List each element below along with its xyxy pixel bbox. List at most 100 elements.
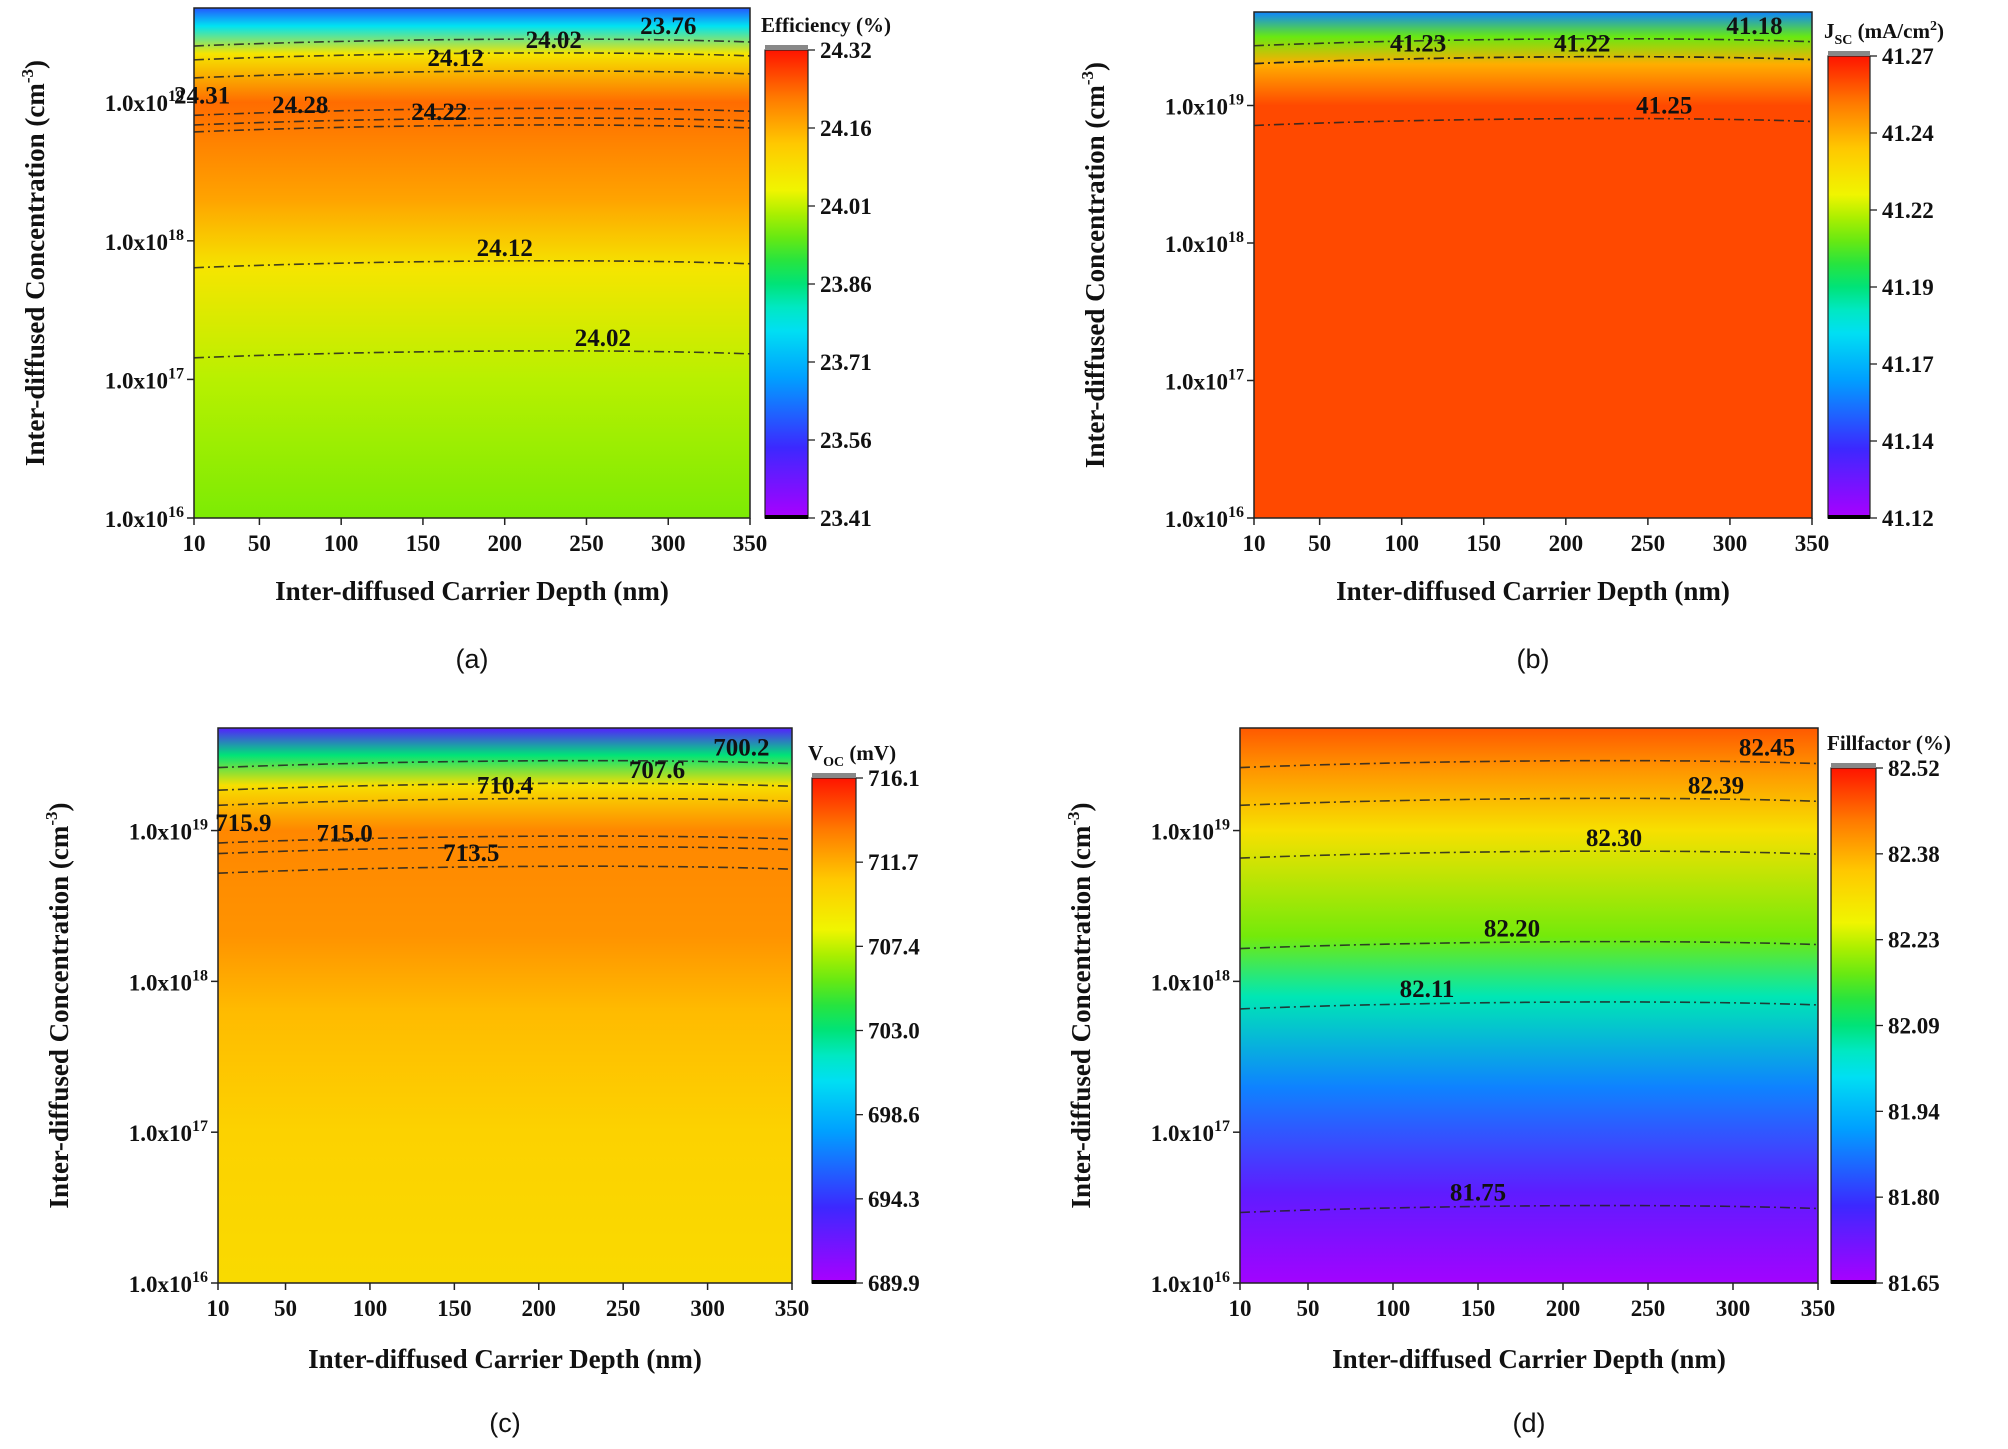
x-tick-label: 100 bbox=[1376, 1296, 1411, 1321]
panel-a: 23.76 24.02 24.12 24.31 24.28 24.22 24.12 24.02… bbox=[18, 7, 891, 674]
x-tick-label: 350 bbox=[1795, 531, 1830, 556]
x-tick-label: 10 bbox=[1229, 1296, 1252, 1321]
x-tick-label: 200 bbox=[522, 1296, 557, 1321]
panel-label: (c) bbox=[489, 1408, 520, 1438]
colorbar-tick-label: 24.16 bbox=[820, 116, 872, 141]
contour-label: 707.6 bbox=[629, 757, 685, 784]
x-tick-label: 10 bbox=[183, 531, 206, 556]
plot-frame bbox=[1239, 727, 1819, 1284]
colorbar-tick-label: 81.94 bbox=[1888, 1099, 1940, 1124]
contour-label: 41.23 bbox=[1390, 31, 1446, 58]
x-tick-label: 100 bbox=[1384, 531, 1419, 556]
contour-label: 24.12 bbox=[477, 235, 533, 262]
contour-line bbox=[1239, 1204, 1819, 1214]
plot-frame bbox=[1253, 11, 1813, 519]
x-tick-label: 10 bbox=[207, 1296, 230, 1321]
colorbar-top-cap bbox=[765, 45, 808, 50]
colorbar bbox=[811, 777, 857, 1284]
x-tick-label: 200 bbox=[1546, 1296, 1581, 1321]
colorbar-tick-label: 82.38 bbox=[1888, 842, 1940, 867]
contour-line bbox=[217, 865, 793, 874]
contour-line bbox=[1239, 850, 1819, 859]
colorbar-tick-label: 82.52 bbox=[1888, 756, 1940, 781]
x-tick-label: 150 bbox=[437, 1296, 472, 1321]
y-tick-label: 1.0x1019 bbox=[129, 817, 208, 845]
contour-line bbox=[193, 259, 751, 269]
colorbar-tick-label: 694.3 bbox=[868, 1187, 920, 1212]
y-tick-label: 1.0x1016 bbox=[129, 1269, 208, 1297]
contour-label: 710.4 bbox=[477, 772, 534, 799]
y-tick-label: 1.0x1019 bbox=[1165, 92, 1244, 120]
x-tick-label: 150 bbox=[1467, 531, 1502, 556]
contour-label: 82.45 bbox=[1739, 735, 1795, 762]
x-tick-label: 250 bbox=[1631, 531, 1666, 556]
colorbar bbox=[1827, 55, 1871, 519]
x-tick-label: 300 bbox=[1713, 531, 1748, 556]
y-axis-title: Inter-diffused Concentration (cm-3) bbox=[1078, 62, 1110, 468]
contour-label: 24.02 bbox=[526, 27, 582, 54]
y-tick-label: 1.0x1016 bbox=[1151, 1269, 1230, 1297]
y-tick-label: 1.0x1016 bbox=[1165, 504, 1244, 532]
contour-label: 24.28 bbox=[272, 92, 328, 119]
contour-line bbox=[193, 124, 751, 133]
x-tick-label: 300 bbox=[690, 1296, 725, 1321]
contour-line bbox=[217, 835, 793, 844]
colorbar-title: Fillfactor (%) bbox=[1827, 731, 1951, 755]
panel-c: 700.2 707.6 710.4 715.9 715.0 713.5 10 50 100 150… bbox=[42, 727, 920, 1438]
y-tick-label: 1.0x1017 bbox=[105, 365, 184, 393]
colorbar-tick-label: 23.56 bbox=[820, 428, 872, 453]
colorbar-tick-label: 81.65 bbox=[1888, 1271, 1940, 1296]
contour-line bbox=[1253, 117, 1813, 127]
colorbar-tick-label: 81.80 bbox=[1888, 1185, 1940, 1210]
y-tick-label: 1.0x1017 bbox=[1165, 367, 1244, 395]
colorbar-bottom-cap bbox=[812, 1280, 856, 1284]
x-tick-label: 50 bbox=[274, 1296, 297, 1321]
colorbar-title: VOC (mV) bbox=[808, 741, 896, 770]
y-tick-label: 1.0x1018 bbox=[105, 227, 184, 255]
colorbar-title: JSC (mA/cm2) bbox=[1824, 19, 1944, 48]
x-tick-label: 250 bbox=[606, 1296, 641, 1321]
colorbar-tick-label: 82.23 bbox=[1888, 928, 1940, 953]
colorbar-top-cap bbox=[1828, 51, 1870, 56]
x-tick-label: 250 bbox=[1631, 1296, 1666, 1321]
colorbar-tick-label: 24.01 bbox=[820, 194, 872, 219]
heatmap-area bbox=[1240, 728, 1818, 1283]
colorbar-tick-label: 41.14 bbox=[1882, 429, 1934, 454]
x-tick-label: 300 bbox=[651, 531, 686, 556]
contour-label: 24.22 bbox=[411, 99, 467, 126]
panel-label: (d) bbox=[1513, 1408, 1546, 1438]
contour-label: 24.12 bbox=[428, 45, 484, 72]
contour-line bbox=[193, 70, 751, 79]
colorbar-tick-label: 41.19 bbox=[1882, 275, 1934, 300]
heatmap-area bbox=[1254, 12, 1812, 518]
colorbar-tick-label: 23.41 bbox=[820, 506, 872, 531]
x-tick-label: 200 bbox=[487, 531, 522, 556]
panel-d: 82.45 82.39 82.30 82.20 82.11 81.75 10 50 100 150… bbox=[1064, 727, 1951, 1438]
colorbar-tick-label: 82.09 bbox=[1888, 1014, 1940, 1039]
colorbar-tick-label: 23.86 bbox=[820, 272, 872, 297]
x-axis-title: Inter-diffused Carrier Depth (nm) bbox=[1332, 1344, 1726, 1374]
x-axis-title: Inter-diffused Carrier Depth (nm) bbox=[1336, 576, 1730, 606]
colorbar-tick-label: 703.0 bbox=[868, 1019, 920, 1044]
x-axis-title: Inter-diffused Carrier Depth (nm) bbox=[308, 1344, 702, 1374]
y-tick-label: 1.0x1017 bbox=[129, 1118, 208, 1146]
colorbar-tick-label: 41.22 bbox=[1882, 198, 1934, 223]
colorbar-tick-label: 41.12 bbox=[1882, 506, 1934, 531]
panel-label: (a) bbox=[456, 644, 489, 674]
colorbar-tick-label: 41.27 bbox=[1882, 44, 1934, 69]
contour-label: 81.75 bbox=[1450, 1180, 1506, 1207]
contour-line bbox=[1253, 37, 1813, 47]
contour-line bbox=[217, 797, 793, 807]
plot-frame bbox=[193, 7, 751, 519]
contour-label: 24.31 bbox=[174, 82, 230, 109]
y-axis-title: Inter-diffused Concentration (cm-3) bbox=[42, 802, 74, 1208]
x-tick-label: 150 bbox=[1461, 1296, 1496, 1321]
x-tick-label: 100 bbox=[353, 1296, 388, 1321]
contour-line bbox=[193, 117, 751, 126]
contour-label: 41.18 bbox=[1726, 13, 1782, 40]
contour-line bbox=[193, 107, 751, 117]
x-tick-label: 150 bbox=[406, 531, 441, 556]
contour-line bbox=[217, 845, 793, 855]
heatmap-area bbox=[194, 8, 750, 518]
